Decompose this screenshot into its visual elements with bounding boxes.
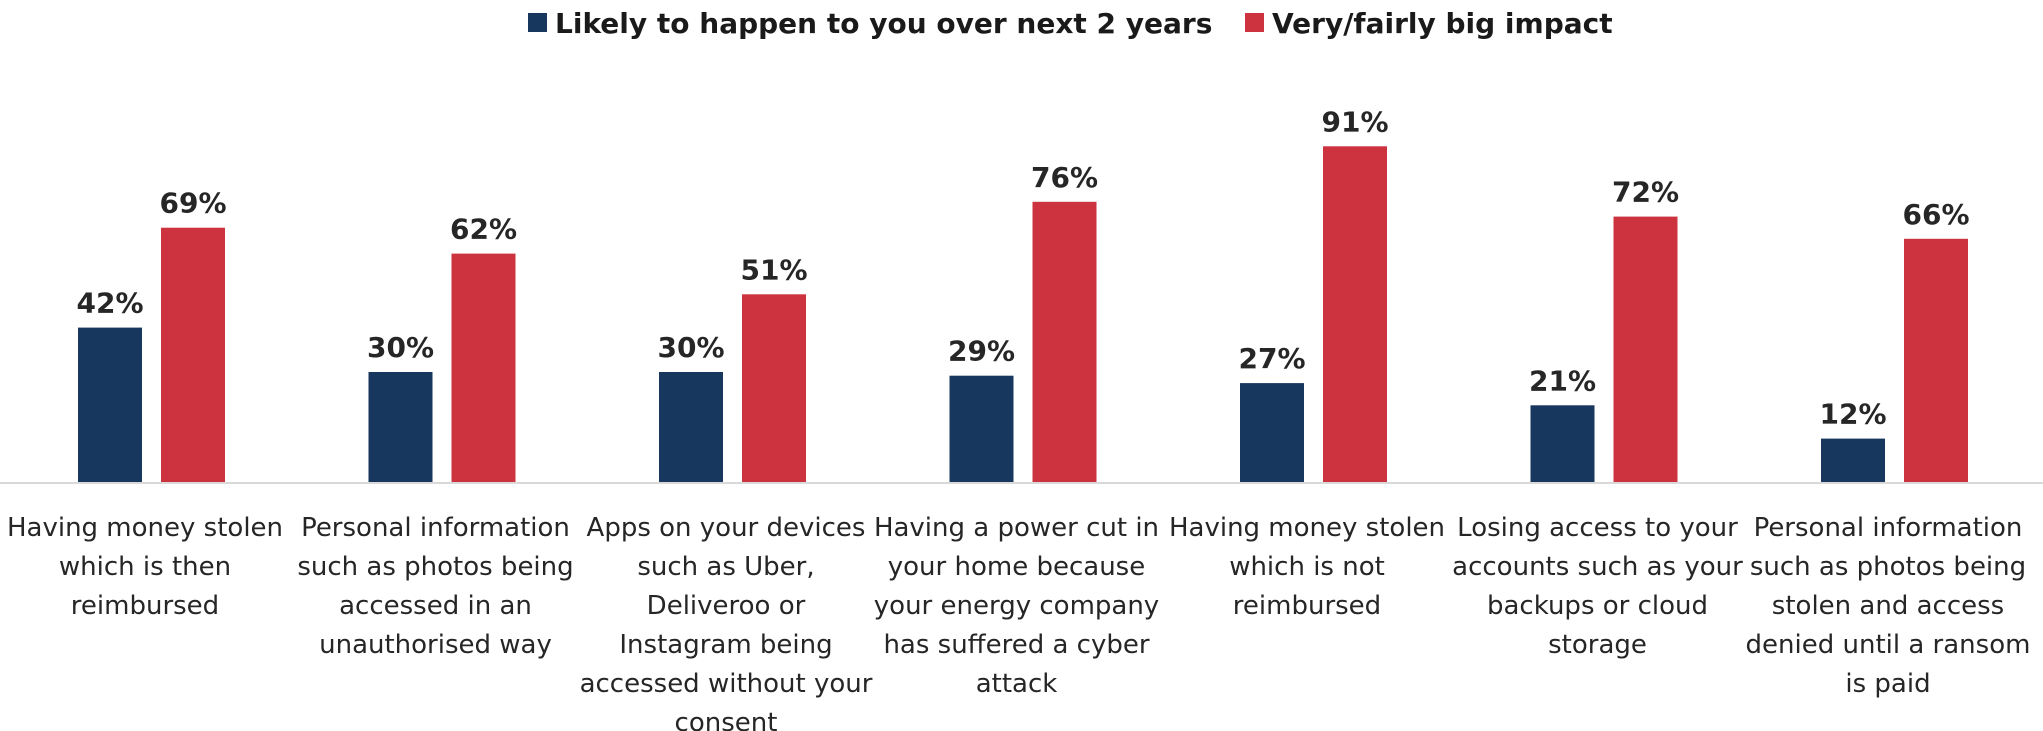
data-label: 42% <box>76 287 143 320</box>
bar <box>1821 438 1885 483</box>
data-label: 30% <box>657 331 724 364</box>
data-label: 12% <box>1819 398 1886 431</box>
data-label: 72% <box>1612 176 1679 209</box>
legend-label: Very/fairly big impact <box>1272 7 1613 40</box>
bar <box>161 227 225 483</box>
category-label: Personal information such as photos being… <box>1746 513 2031 699</box>
bar <box>78 327 142 483</box>
category-label: Having a power cut in your home because yo… <box>874 513 1159 699</box>
data-label: 51% <box>740 253 807 286</box>
bar <box>1530 405 1595 483</box>
bar <box>1613 216 1678 483</box>
data-label: 76% <box>1031 161 1098 194</box>
bar <box>1032 201 1097 484</box>
category-label: Apps on your devices such as Uber, Deliver… <box>580 513 873 731</box>
bars-group <box>78 146 1968 484</box>
bar <box>659 372 723 483</box>
bar <box>1904 238 1968 483</box>
legend-item: Likely to happen to you over next 2 year… <box>528 7 1212 40</box>
data-label: 29% <box>948 335 1015 368</box>
legend: Likely to happen to you over next 2 year… <box>528 7 1613 40</box>
bar <box>451 253 516 483</box>
bar <box>1323 146 1387 484</box>
legend-swatch <box>528 13 547 32</box>
bar <box>1240 383 1304 483</box>
category-label: Losing access to your accounts such as yo… <box>1452 513 1743 660</box>
category-label: Personal information such as photos being… <box>297 513 573 660</box>
data-label: 66% <box>1902 198 1969 231</box>
legend-label: Likely to happen to you over next 2 year… <box>555 7 1212 40</box>
data-label: 91% <box>1321 105 1388 138</box>
bar <box>742 294 806 483</box>
legend-item: Very/fairly big impact <box>1245 7 1613 40</box>
category-label: Having money stolen which is then reimburs… <box>7 513 283 621</box>
data-label: 62% <box>450 213 517 246</box>
bar <box>949 375 1014 483</box>
legend-swatch <box>1245 13 1264 32</box>
data-label: 21% <box>1529 364 1596 397</box>
data-label: 30% <box>367 331 434 364</box>
category-label: Having money stolen which is not reimburse… <box>1169 513 1445 621</box>
bar <box>368 372 433 483</box>
category-labels-group: Having money stolen which is then reimburs… <box>7 513 2030 731</box>
data-label: 69% <box>159 187 226 220</box>
data-label: 27% <box>1238 342 1305 375</box>
value-labels-group: 42% 69% 30% 62% 30% 51% 29% 76% 27% 91% 21% 72% 12% 6… <box>76 105 1969 430</box>
